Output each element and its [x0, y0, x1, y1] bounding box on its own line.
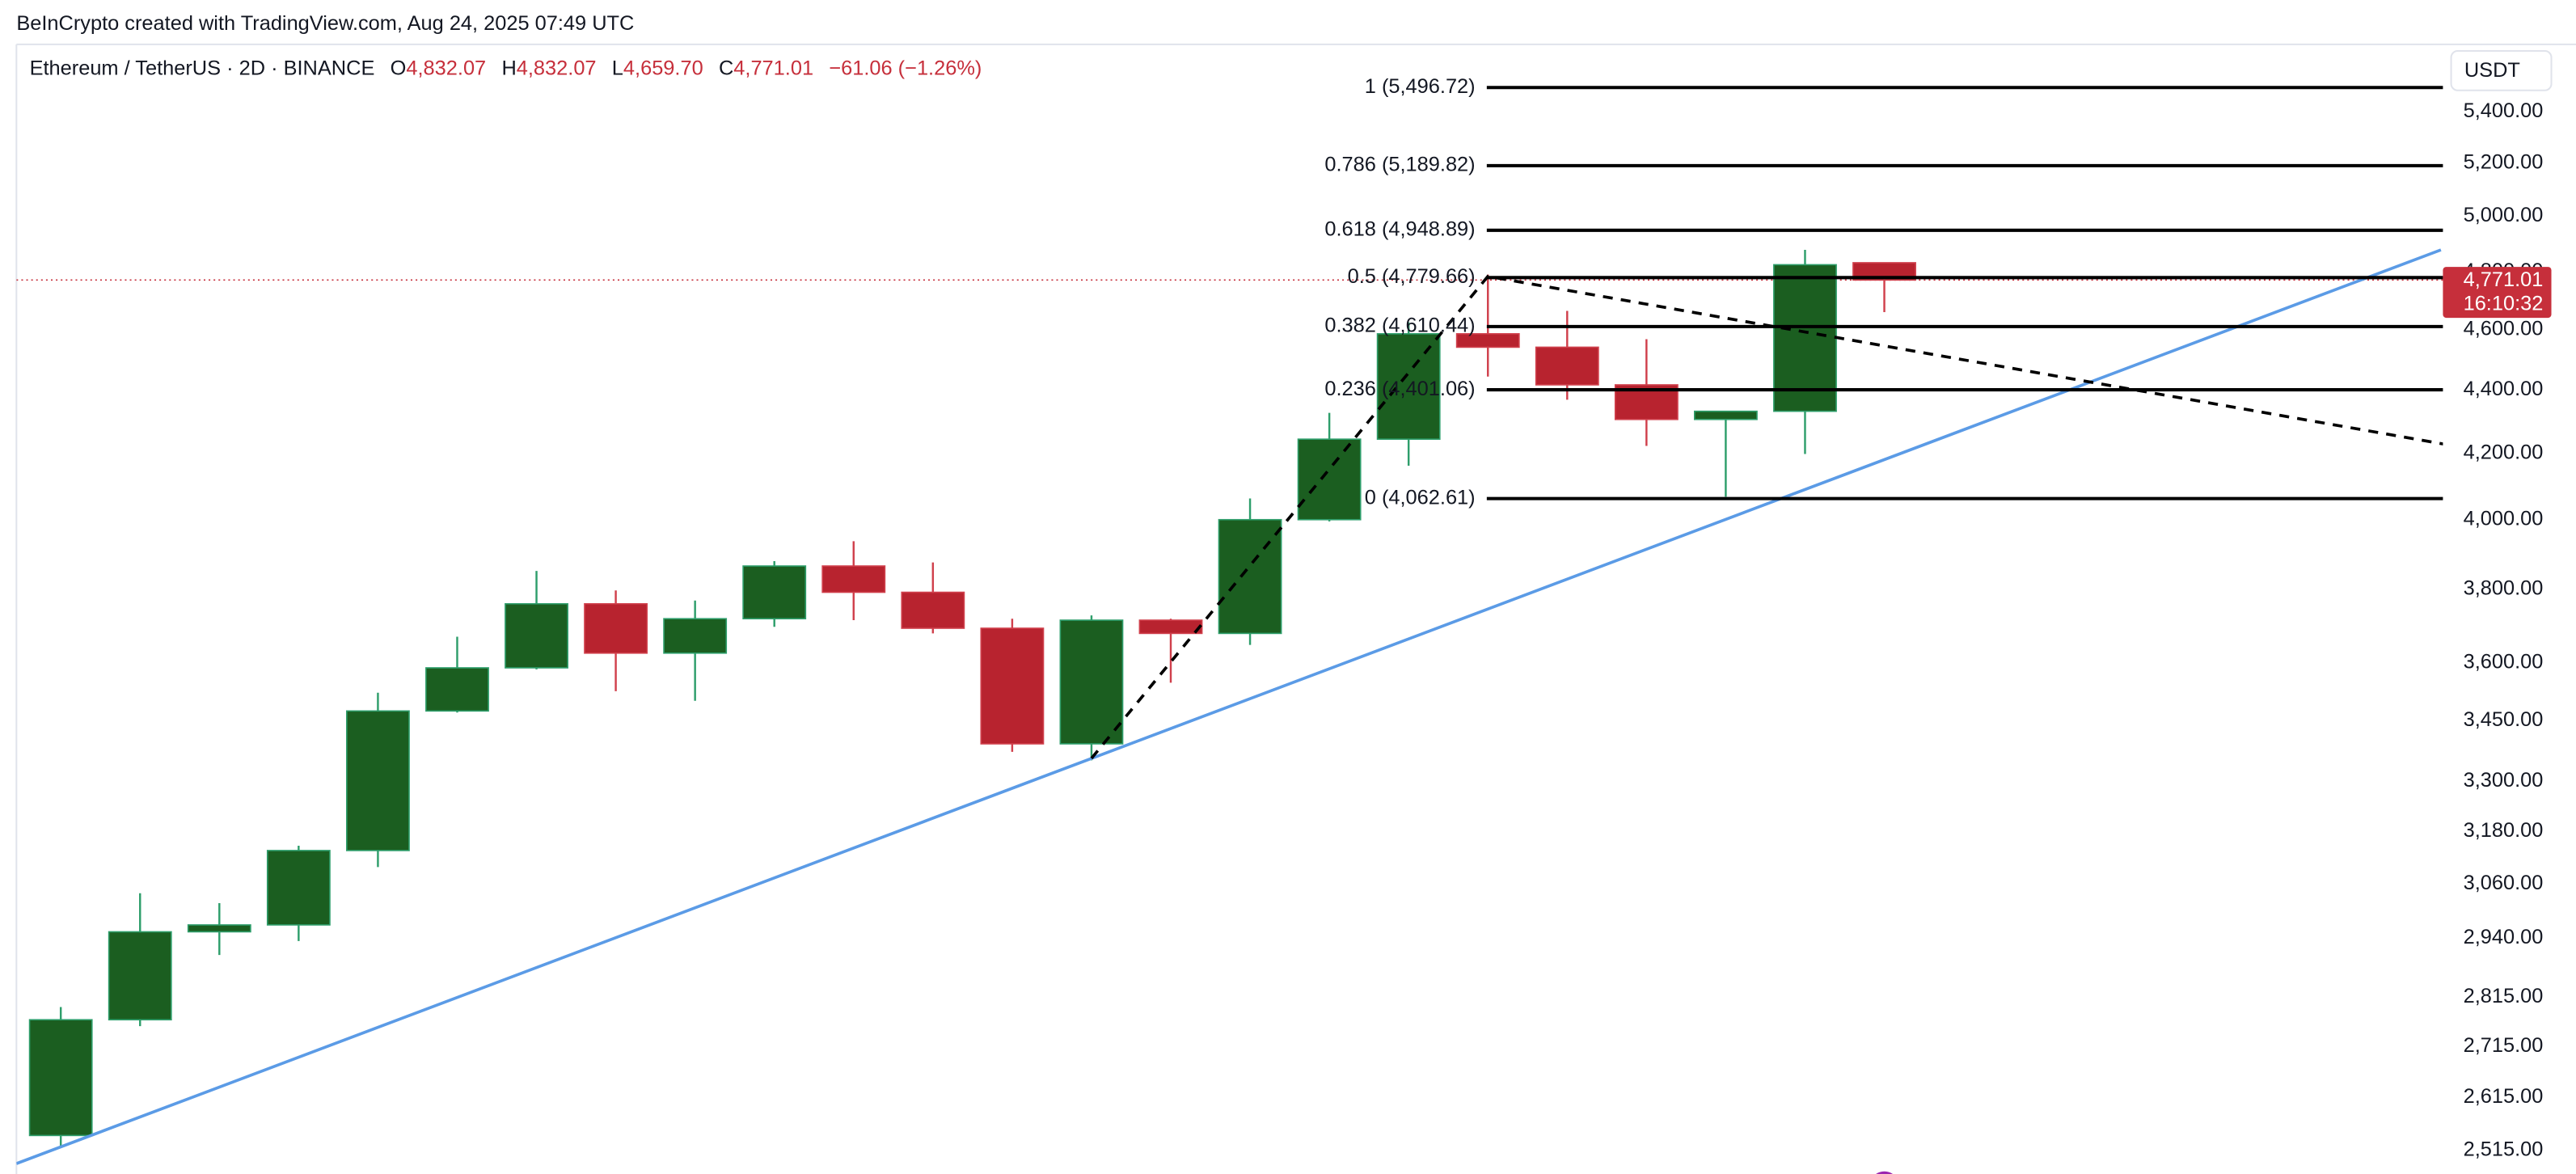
candle	[821, 541, 886, 621]
candle	[1218, 498, 1282, 645]
candle-body	[1693, 410, 1758, 420]
candle-body	[663, 618, 728, 654]
y-tick-label: 2,940.00	[2464, 926, 2544, 948]
y-tick-label: 2,815.00	[2464, 985, 2544, 1007]
y-tick-label: 3,300.00	[2464, 769, 2544, 792]
symbol-title: Ethereum / TetherUS · 2D · BINANCE	[30, 57, 375, 79]
candle-body	[1852, 262, 1916, 281]
candle	[345, 692, 410, 868]
legend: Ethereum / TetherUS · 2D · BINANCE O4,83…	[30, 57, 982, 79]
fib-label: 0.5 (4,779.66)	[1348, 265, 1476, 288]
trendline	[16, 248, 2442, 1165]
y-tick-label: 5,400.00	[2464, 99, 2544, 122]
close-value: 4,771.01	[733, 57, 813, 79]
candle	[980, 619, 1045, 752]
candle-body	[187, 924, 251, 933]
candle	[1773, 250, 1837, 454]
candle	[1376, 322, 1441, 466]
candle	[1852, 262, 1916, 313]
y-tick-label: 3,800.00	[2464, 577, 2544, 600]
y-tick-label: 3,180.00	[2464, 819, 2544, 842]
event-icon[interactable]	[1871, 1171, 1898, 1174]
candle-body	[28, 1019, 93, 1137]
candle	[425, 636, 489, 713]
candle-body	[1376, 333, 1441, 440]
candle-body	[425, 667, 489, 712]
candle-body	[1059, 619, 1124, 745]
y-tick-label: 2,715.00	[2464, 1034, 2544, 1057]
candle	[1138, 619, 1203, 683]
low-label: L	[612, 57, 623, 79]
candle	[266, 846, 331, 941]
y-tick-label: 2,615.00	[2464, 1085, 2544, 1108]
candle	[1297, 412, 1362, 522]
price-tag	[2443, 267, 2552, 319]
candle	[663, 600, 728, 701]
fib-label: 1 (5,496.72)	[1365, 75, 1476, 98]
open-label: O	[391, 57, 407, 79]
y-tick-label: 3,450.00	[2464, 708, 2544, 731]
candle-body	[345, 710, 410, 851]
y-tick-label: 4,600.00	[2464, 317, 2544, 340]
high-value: 4,832.07	[517, 57, 597, 79]
candle-body	[980, 627, 1045, 745]
y-tick-label: 3,060.00	[2464, 872, 2544, 894]
change-value: −61.06 (−1.26%)	[829, 57, 982, 79]
high-label: H	[501, 57, 516, 79]
y-tick-label: 3,600.00	[2464, 651, 2544, 674]
fib-label: 0.786 (5,189.82)	[1324, 154, 1475, 176]
legend-text: Ethereum / TetherUS · 2D · BINANCE O4,83…	[30, 57, 982, 79]
fib-label: 0.382 (4,610.44)	[1324, 315, 1475, 337]
candle-body	[1535, 346, 1599, 386]
price-tag-value: 4,771.01	[2464, 268, 2544, 291]
candle-body	[1297, 438, 1362, 521]
y-tick-label: 4,000.00	[2464, 507, 2544, 530]
candle-body	[1773, 264, 1837, 412]
y-tick-label: 4,200.00	[2464, 441, 2544, 463]
fib-label: 0.236 (4,401.06)	[1324, 378, 1475, 400]
candle-body	[1138, 619, 1203, 635]
candle-body	[505, 602, 568, 669]
candle	[28, 1007, 93, 1147]
candle-body	[821, 565, 886, 593]
y-tick-label: 5,000.00	[2464, 204, 2544, 226]
y-tick-label: 2,515.00	[2464, 1138, 2544, 1161]
candle-body	[742, 565, 807, 620]
open-value: 4,832.07	[406, 57, 486, 79]
candle-body	[1455, 333, 1520, 348]
candle-body	[584, 602, 648, 654]
price-tag-countdown: 16:10:32	[2464, 293, 2544, 315]
candle-body	[266, 850, 331, 926]
y-tick-label: 4,400.00	[2464, 378, 2544, 400]
currency-box[interactable]	[2450, 49, 2553, 91]
candle	[584, 590, 648, 691]
currency: USDT	[2464, 59, 2520, 82]
fib-label: 0 (4,062.61)	[1365, 486, 1476, 509]
candle-body	[901, 591, 965, 629]
candle	[505, 571, 568, 669]
candle	[108, 893, 172, 1027]
close-label: C	[719, 57, 733, 79]
candle	[901, 562, 965, 634]
credit: BeInCrypto created with TradingView.com,…	[16, 12, 634, 35]
fib-label: 0.618 (4,948.89)	[1324, 217, 1475, 240]
y-tick-label: 5,200.00	[2464, 150, 2544, 173]
candle	[1693, 410, 1758, 497]
candle-body	[1218, 518, 1282, 635]
plot-area	[16, 248, 2443, 1165]
candle	[187, 902, 251, 956]
candle	[1059, 615, 1124, 761]
candle	[1535, 310, 1599, 400]
low-value: 4,659.70	[623, 57, 703, 79]
candle-body	[108, 931, 172, 1021]
candle	[742, 560, 807, 627]
